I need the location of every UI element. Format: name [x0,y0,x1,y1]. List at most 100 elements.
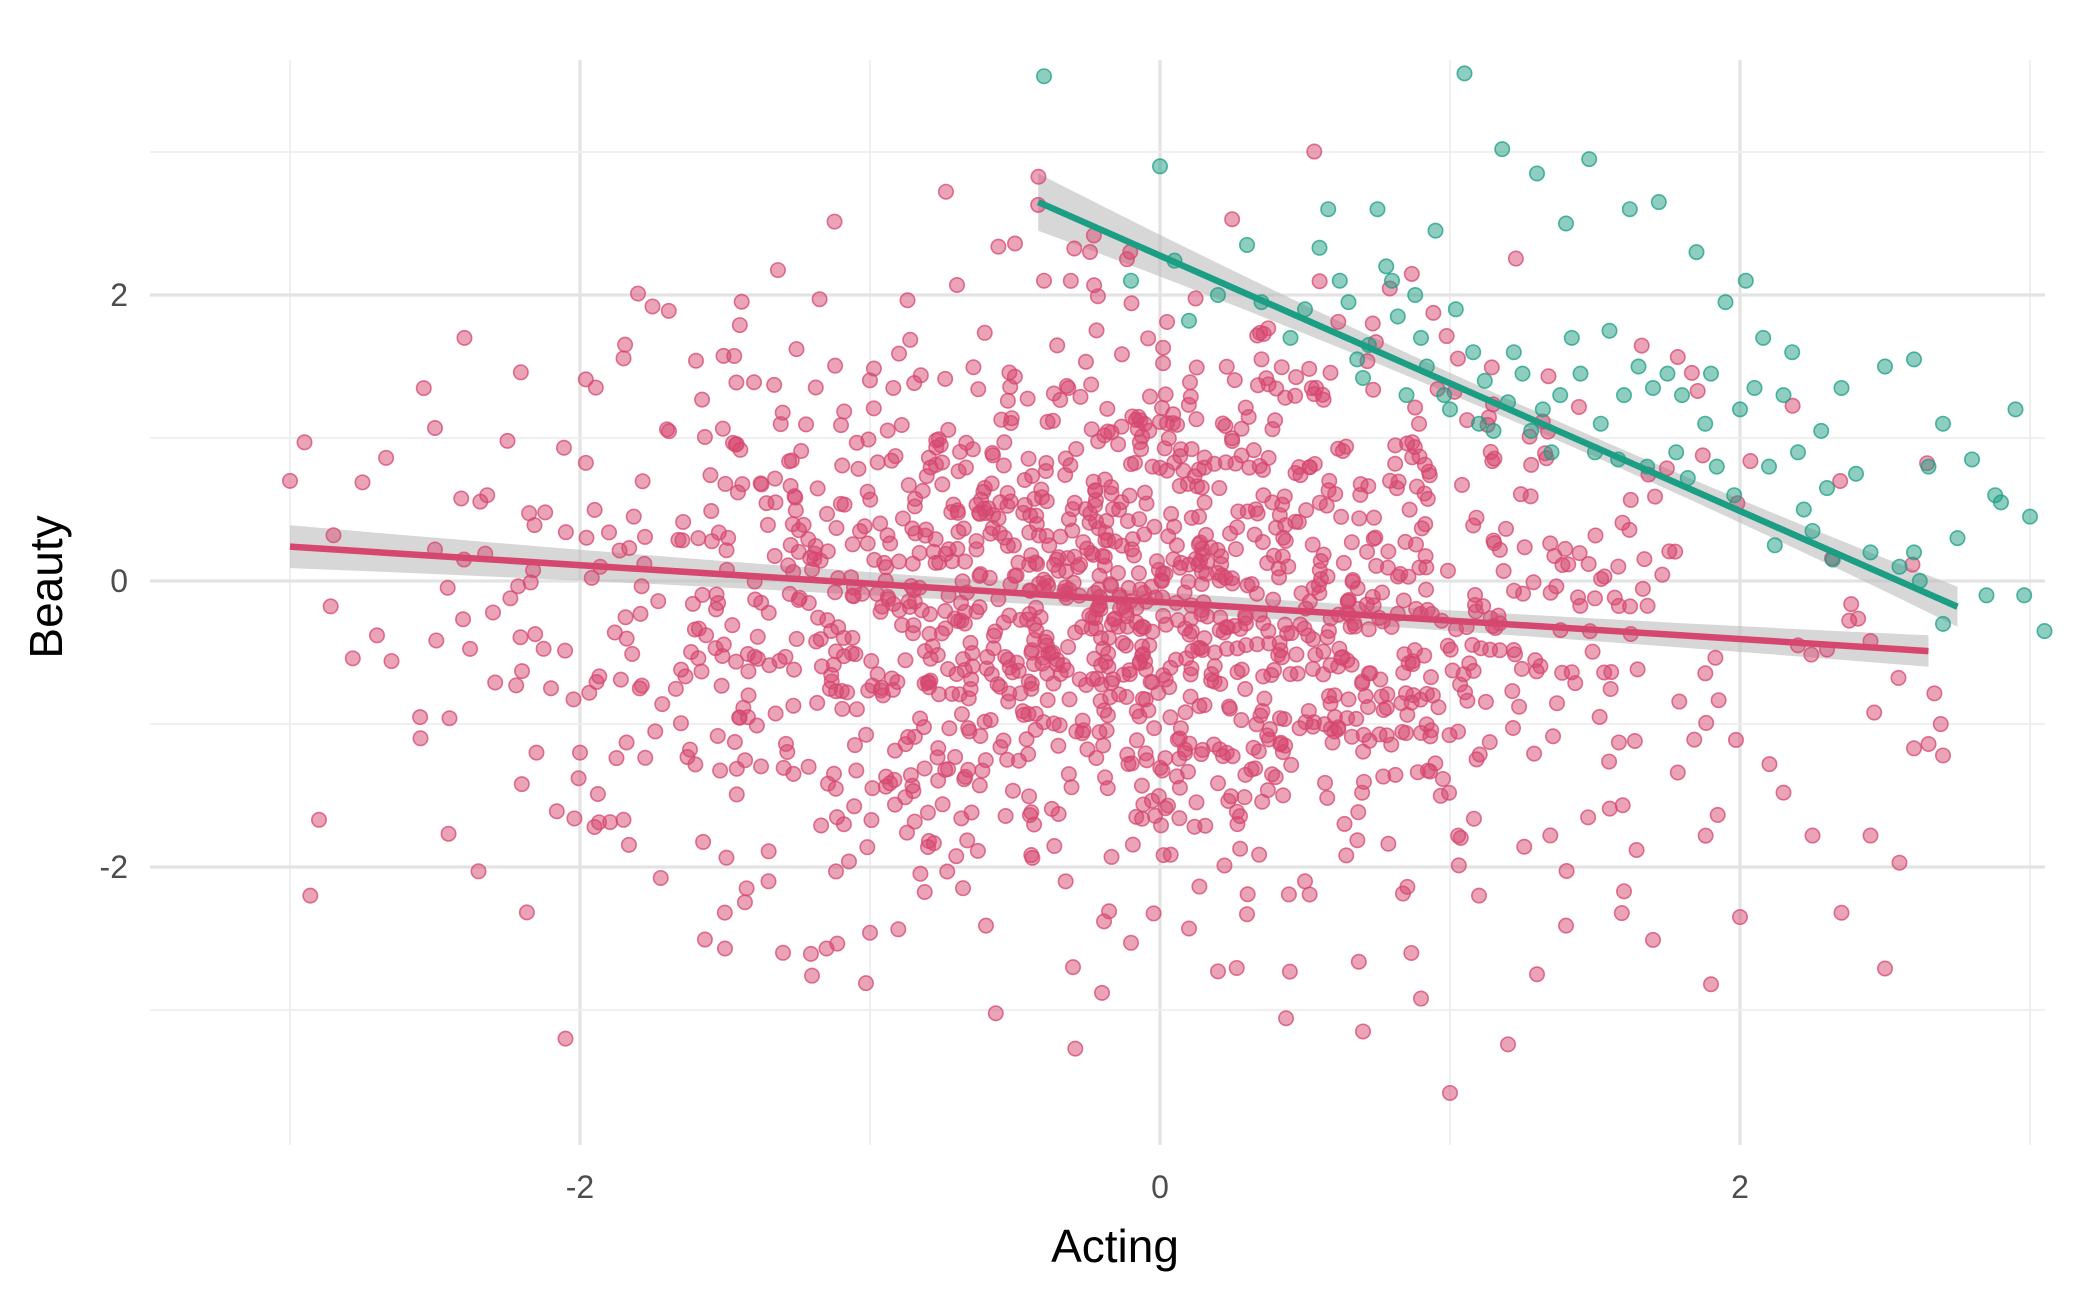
pink-point [1190,536,1207,553]
pink-point [652,869,669,886]
pink-point [964,441,981,458]
pink-point [1380,835,1397,852]
pink-point [827,357,844,374]
pink-point [608,750,625,767]
pink-point [1018,611,1035,628]
pink-point [513,776,530,793]
pink-point [1540,368,1557,385]
pink-point [878,559,895,576]
pink-point [859,839,876,856]
teal-point [1476,372,1493,389]
teal-point [2036,623,2053,640]
pink-point [694,391,711,408]
teal-point [1563,329,1580,346]
pink-point [1622,491,1639,508]
pink-point [1021,524,1038,541]
pink-point [913,602,930,619]
pink-point [726,734,743,751]
pink-point [1250,743,1267,760]
pink-point [1081,514,1098,531]
pink-point [1016,496,1033,513]
pink-point [1511,698,1528,715]
pink-point [1301,459,1318,476]
pink-point [1168,768,1185,785]
pink-point [1085,546,1102,563]
pink-point [1141,388,1158,405]
teal-point [1621,201,1638,218]
pink-point [800,758,817,775]
pink-point [1192,640,1209,657]
pink-point [1008,567,1025,584]
pink-point [960,720,977,737]
pink-point [606,624,623,641]
pink-point [785,697,802,714]
pink-point [1113,346,1130,363]
pink-point [818,940,835,957]
pink-point [636,528,653,545]
teal-point [1456,65,1473,82]
pink-point [1133,777,1150,794]
pink-point [1239,577,1256,594]
pink-point [1038,629,1055,646]
pink-point [775,759,792,776]
pink-point [1833,904,1850,921]
teal-point [1697,415,1714,432]
pink-point [774,404,791,421]
pink-point [1210,963,1227,980]
pink-point [1050,806,1067,823]
pink-point [612,671,629,688]
pink-point [629,285,646,302]
pink-point [1033,481,1050,498]
pink-point [1261,721,1278,738]
pink-point [827,863,844,880]
pink-point [955,651,972,668]
pink-point [1669,764,1686,781]
pink-point [863,812,880,829]
pink-point [811,291,828,308]
pink-point [1315,643,1332,660]
pink-point [982,525,999,542]
pink-point [1698,714,1715,731]
pink-point [919,838,936,855]
pink-point [885,379,902,396]
pink-point [1124,836,1141,853]
pink-point [930,686,947,703]
pink-point [1306,143,1323,160]
pink-point [1136,484,1153,501]
pink-point [788,341,805,358]
pink-point [322,598,339,615]
pink-point [1050,737,1067,754]
pink-point [1350,804,1367,821]
pink-point [522,574,539,591]
pink-point [1264,766,1281,783]
teal-point [1601,322,1618,339]
pink-point [866,551,883,568]
pink-point [1223,570,1240,587]
pink-point [1020,450,1037,467]
pink-point [1327,485,1344,502]
pink-point [1500,1036,1517,1053]
pink-point [1101,903,1118,920]
pink-point [894,510,911,527]
pink-point [1275,787,1292,804]
pink-point [1367,529,1384,546]
pink-point [1001,607,1018,624]
pink-point [759,516,776,533]
pink-point [900,593,917,610]
pink-point [976,479,993,496]
pink-point [617,609,634,626]
pink-point [834,457,851,474]
pink-point [1616,883,1633,900]
teal-point [1331,272,1348,289]
pink-point [738,880,755,897]
teal-point [1152,158,1169,175]
pink-point [922,672,939,689]
pink-point [1654,566,1671,583]
pink-point [588,673,605,690]
pink-point [736,894,753,911]
pink-point [718,849,735,866]
pink-point [1034,655,1051,672]
pink-point [1288,646,1305,663]
pink-point [861,372,878,389]
pink-point [555,439,572,456]
